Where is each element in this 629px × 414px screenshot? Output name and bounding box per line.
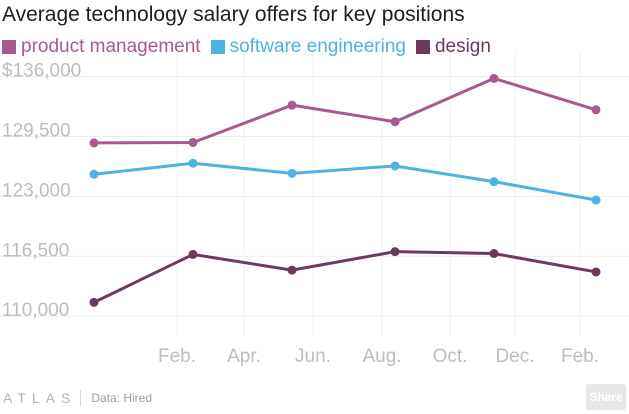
data-point-software-engineering [591,195,601,205]
x-tick-label: Apr. [227,346,261,367]
data-point-product-management [287,100,297,110]
data-point-product-management [390,117,400,127]
y-tick-label: 116,500 [2,240,69,261]
data-point-product-management [591,105,601,115]
legend-item-product-management: product management [2,36,201,58]
data-point-software-engineering [390,161,400,171]
legend-label-design: design [434,36,491,57]
atlas-logo: ATLAS [3,390,77,406]
x-tick-label: Jun. [295,346,331,367]
chart-title: Average technology salary offers for key… [2,3,465,26]
share-button[interactable]: Share [586,384,626,410]
legend-label-product-management: product management [21,36,201,57]
legend-item-design: design [415,36,491,58]
series-line-product-management [92,76,598,145]
data-point-design [591,267,601,277]
x-tick-label: Dec. [495,346,534,367]
legend: product management software engineering … [2,36,501,58]
data-point-design [89,297,99,307]
legend-label-software-engineering: software engineering [229,36,406,57]
footer-divider [80,390,82,406]
x-tick-label: Aug. [362,346,401,367]
x-tick-label: Feb. [158,346,196,367]
data-point-design [188,249,198,259]
footer: ATLAS Data: Hired [0,388,152,408]
y-tick-label: 110,000 [2,300,69,321]
y-tick-label: 123,000 [2,180,71,201]
y-tick-label: $136,000 [2,61,81,82]
legend-item-software-engineering: software engineering [210,36,406,58]
line-chart: $136,000 129,500 123,000 116,500 110,000 Feb.… [0,52,629,367]
data-point-design [390,247,400,257]
data-point-software-engineering [489,177,499,187]
series-line-software-engineering [92,161,598,202]
data-point-software-engineering [188,158,198,168]
x-tick-label: Oct. [433,346,468,367]
data-point-product-management [89,138,99,148]
legend-swatch-product-management [2,40,16,54]
data-point-product-management [489,73,499,83]
series-line-design [92,250,598,304]
x-tick-label: Feb. [561,346,599,367]
data-point-design [489,249,499,259]
legend-swatch-design [415,40,430,54]
data-source: Data: Hired [91,391,153,405]
legend-swatch-software-engineering [210,40,225,54]
data-point-software-engineering [89,169,99,179]
data-point-product-management [188,137,198,147]
data-point-design [287,265,297,275]
y-tick-label: 129,500 [2,120,71,141]
data-point-software-engineering [287,168,297,178]
